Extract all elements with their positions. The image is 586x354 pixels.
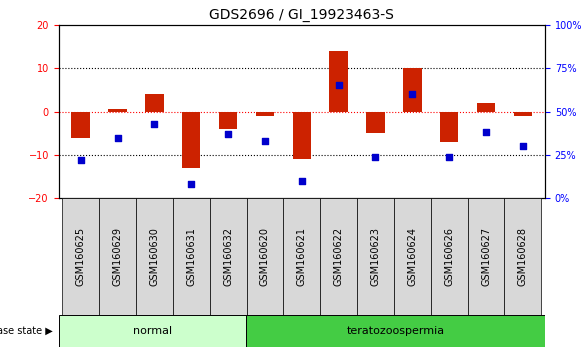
Text: GSM160631: GSM160631 bbox=[186, 227, 196, 286]
Bar bbox=[514, 112, 532, 116]
Point bbox=[149, 121, 159, 126]
Bar bbox=[431, 198, 468, 315]
Text: GSM160626: GSM160626 bbox=[444, 227, 454, 286]
Point bbox=[334, 82, 343, 88]
Bar bbox=[255, 112, 274, 116]
Bar bbox=[394, 198, 431, 315]
Bar bbox=[136, 198, 173, 315]
Point bbox=[260, 138, 270, 144]
Bar bbox=[247, 198, 284, 315]
Point bbox=[186, 182, 196, 187]
Bar bbox=[219, 112, 237, 129]
Text: GSM160632: GSM160632 bbox=[223, 227, 233, 286]
Text: GSM160627: GSM160627 bbox=[481, 227, 491, 286]
Bar bbox=[292, 112, 311, 159]
Point bbox=[113, 135, 122, 140]
Bar bbox=[108, 109, 127, 112]
Point bbox=[408, 91, 417, 97]
Bar bbox=[71, 112, 90, 137]
Text: GSM160624: GSM160624 bbox=[407, 227, 417, 286]
Bar bbox=[99, 198, 136, 315]
Bar bbox=[173, 198, 210, 315]
Text: GSM160630: GSM160630 bbox=[149, 227, 159, 286]
Point bbox=[445, 154, 454, 159]
Bar bbox=[284, 198, 320, 315]
Text: disease state ▶: disease state ▶ bbox=[0, 326, 53, 336]
Text: GSM160623: GSM160623 bbox=[370, 227, 380, 286]
Bar bbox=[59, 315, 246, 347]
Point bbox=[223, 131, 233, 137]
Bar bbox=[468, 198, 505, 315]
Bar bbox=[145, 94, 163, 112]
Bar bbox=[210, 198, 247, 315]
Text: GSM160629: GSM160629 bbox=[113, 227, 122, 286]
Bar bbox=[357, 198, 394, 315]
Point bbox=[481, 130, 490, 135]
Text: GSM160625: GSM160625 bbox=[76, 227, 86, 286]
Bar bbox=[366, 112, 384, 133]
Bar bbox=[246, 315, 545, 347]
Bar bbox=[505, 198, 541, 315]
Point bbox=[76, 157, 86, 163]
Text: GSM160622: GSM160622 bbox=[333, 227, 343, 286]
Bar bbox=[477, 103, 495, 112]
Bar bbox=[62, 198, 99, 315]
Bar bbox=[403, 68, 421, 112]
Point bbox=[518, 143, 527, 149]
Point bbox=[297, 178, 306, 184]
Text: normal: normal bbox=[132, 326, 172, 336]
Bar bbox=[182, 112, 200, 168]
Bar bbox=[440, 112, 458, 142]
Text: teratozoospermia: teratozoospermia bbox=[346, 326, 444, 336]
Text: GSM160621: GSM160621 bbox=[297, 227, 307, 286]
Bar bbox=[320, 198, 357, 315]
Bar bbox=[329, 51, 348, 112]
Point bbox=[371, 154, 380, 159]
Title: GDS2696 / GI_19923463-S: GDS2696 / GI_19923463-S bbox=[209, 8, 394, 22]
Text: GSM160620: GSM160620 bbox=[260, 227, 270, 286]
Text: GSM160628: GSM160628 bbox=[518, 227, 528, 286]
